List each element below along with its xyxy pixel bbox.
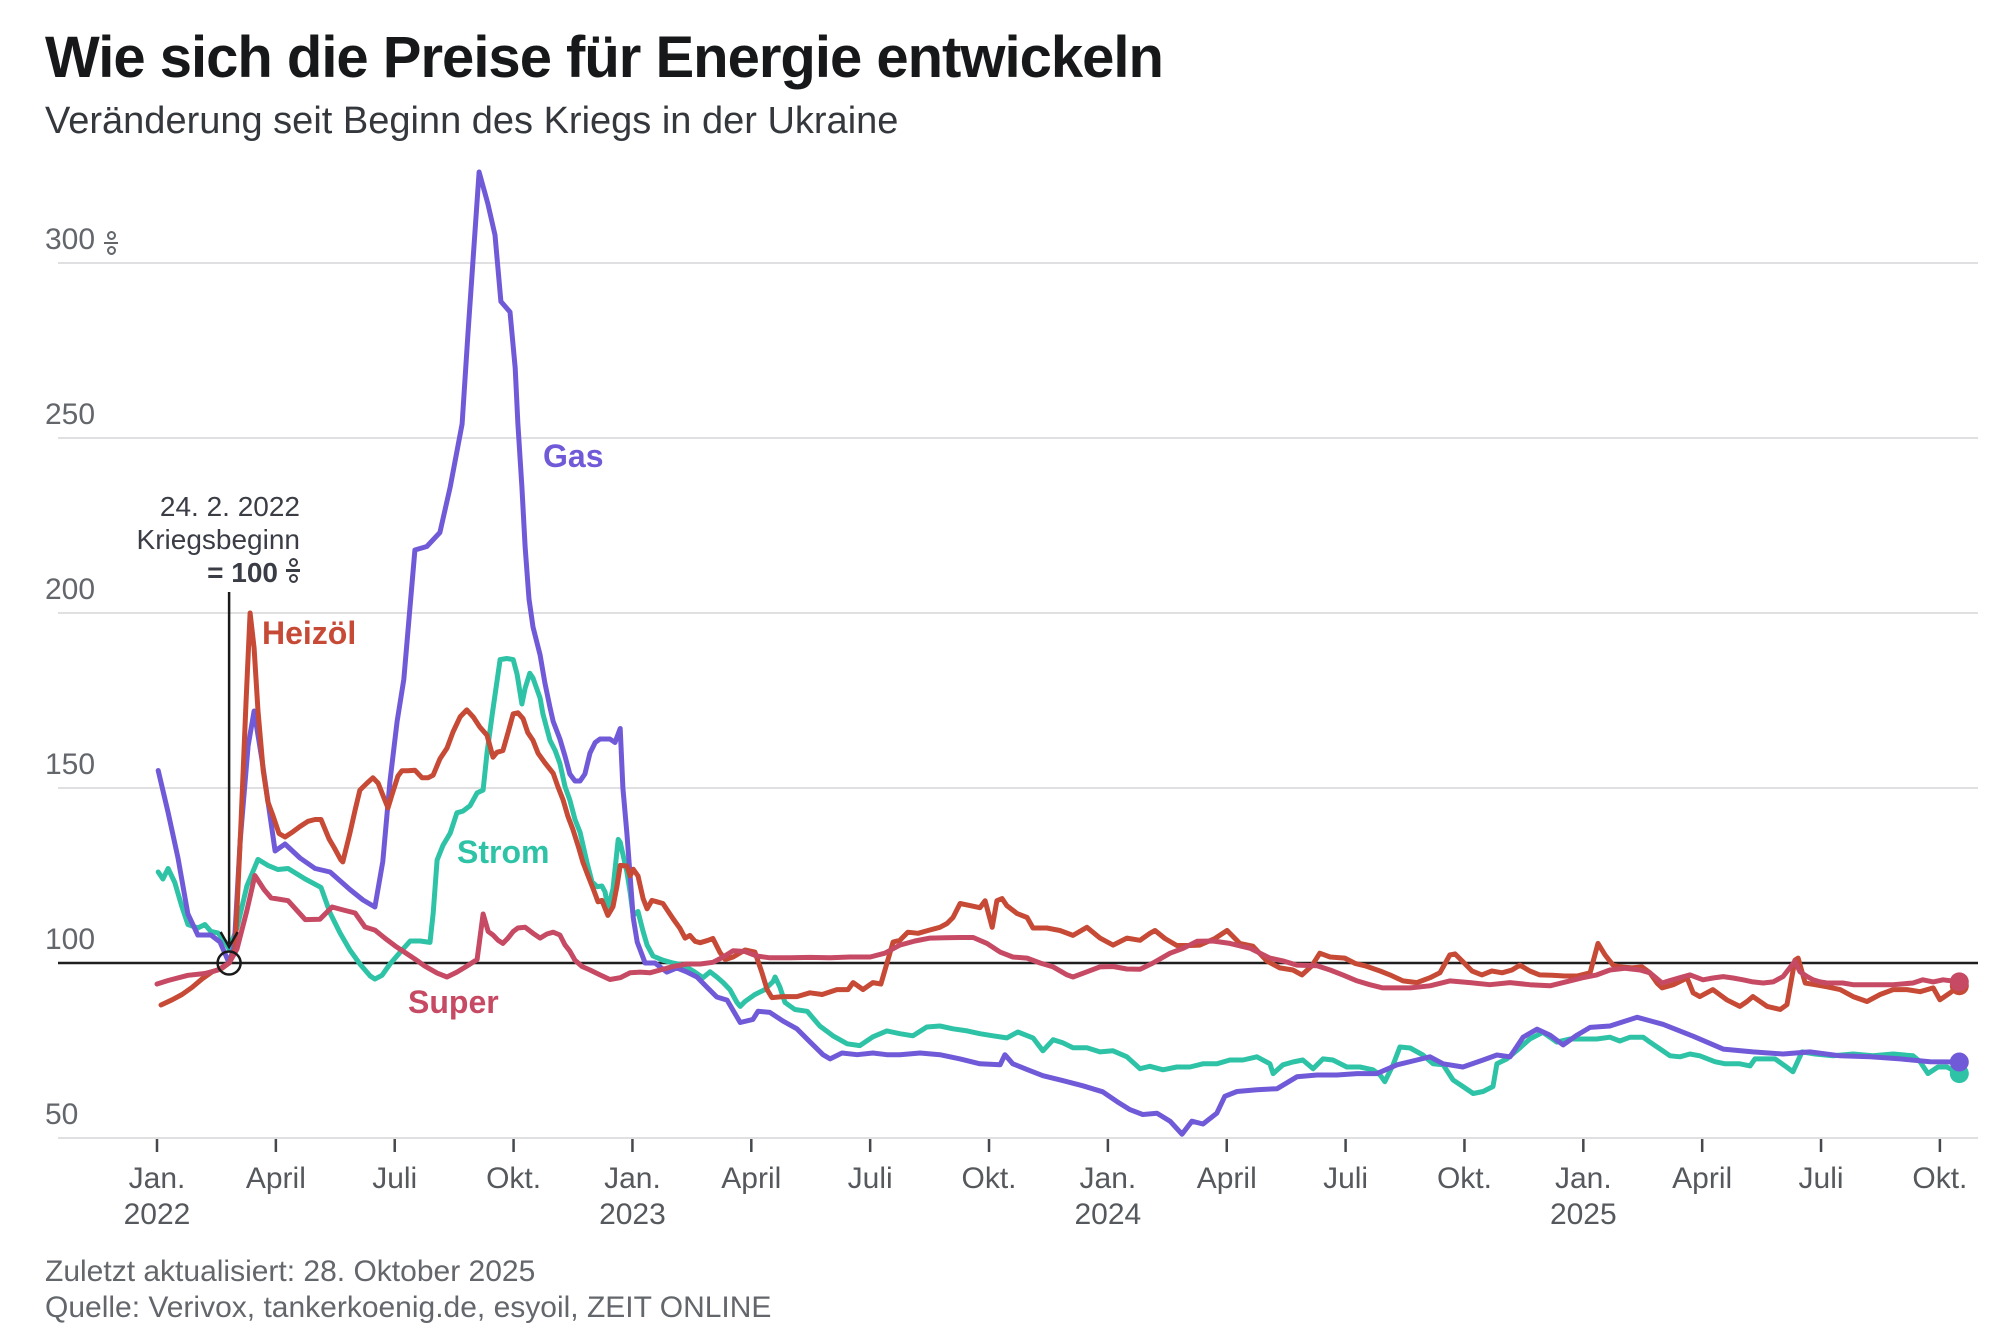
- y-axis-value: 50: [45, 1098, 79, 1131]
- series-label-heizol: Heizöl: [262, 615, 357, 651]
- annotation-text: Kriegsbeginn: [136, 524, 300, 555]
- page-subtitle: Veränderung seit Beginn des Kriegs in de…: [45, 100, 899, 142]
- page-title: Wie sich die Preise für Energie entwicke…: [45, 25, 1164, 90]
- x-axis-label-12: Jan.: [1554, 1162, 1612, 1195]
- x-axis-label-5: April: [721, 1162, 782, 1195]
- y-axis-label-250: 250: [45, 398, 95, 432]
- x-axis-year-2024: 2024: [1074, 1198, 1142, 1231]
- x-axis-label-10: Juli: [1323, 1162, 1369, 1195]
- x-axis-label-15: Okt.: [1912, 1162, 1968, 1195]
- percent-icon: [286, 558, 300, 583]
- series-line-gas: [155, 169, 1962, 1137]
- x-axis-label-8: Jan.: [1079, 1162, 1137, 1195]
- last-updated-note: Zuletzt aktualisiert: 28. Oktober 2025: [45, 1255, 536, 1288]
- end-dot-gas: [1949, 1052, 1969, 1072]
- series-line-super: [154, 873, 1962, 991]
- x-axis-label-6: Juli: [847, 1162, 893, 1195]
- y-axis-value: 100: [45, 923, 96, 956]
- x-axis-label-14: Juli: [1798, 1162, 1844, 1195]
- x-axis-label-1: April: [245, 1162, 306, 1195]
- x-axis-label-13: April: [1672, 1162, 1733, 1195]
- x-axis-label-3: Okt.: [486, 1162, 542, 1195]
- war-start-annotation: 24. 2. 2022 Kriegsbeginn = 100: [137, 490, 300, 589]
- annotation-date: 24. 2. 2022: [159, 491, 300, 522]
- y-axis-label-100: 100: [45, 923, 95, 957]
- x-axis-label-11: Okt.: [1436, 1162, 1492, 1195]
- y-axis-label-300: 300: [45, 223, 119, 257]
- x-axis-year-2025: 2025: [1549, 1198, 1617, 1231]
- y-axis-value: 150: [45, 748, 96, 781]
- annotation-baseline: = 100: [207, 556, 300, 589]
- x-axis-label-9: April: [1196, 1162, 1257, 1195]
- x-axis-label-4: Jan.: [604, 1162, 661, 1195]
- annotation-circle-icon: [216, 950, 242, 976]
- percent-icon: [104, 230, 119, 255]
- series-label-super: Super: [408, 984, 499, 1020]
- y-axis-label-150: 150: [45, 748, 95, 782]
- x-axis-label-7: Okt.: [961, 1162, 1017, 1195]
- series-label-gas: Gas: [543, 438, 604, 474]
- y-axis-label-200: 200: [45, 573, 95, 607]
- series-line-heizol: [158, 610, 1962, 1012]
- y-axis-value: 200: [45, 573, 96, 606]
- annotation-arrow-icon: [219, 931, 239, 950]
- end-dot-super: [1949, 972, 1969, 992]
- source-note: Quelle: Verivox, tankerkoenig.de, esyoil…: [45, 1291, 772, 1324]
- y-axis-label-50: 50: [45, 1098, 78, 1132]
- y-axis-value: 250: [45, 398, 96, 431]
- y-axis-value: 300: [45, 223, 96, 256]
- series-label-strom: Strom: [457, 834, 550, 870]
- x-axis-year-2023: 2023: [599, 1198, 666, 1231]
- x-axis-year-2022: 2022: [123, 1198, 191, 1231]
- x-axis-label-0: Jan.: [128, 1162, 186, 1195]
- x-axis-label-2: Juli: [372, 1162, 418, 1195]
- series-line-strom: [155, 656, 1962, 1096]
